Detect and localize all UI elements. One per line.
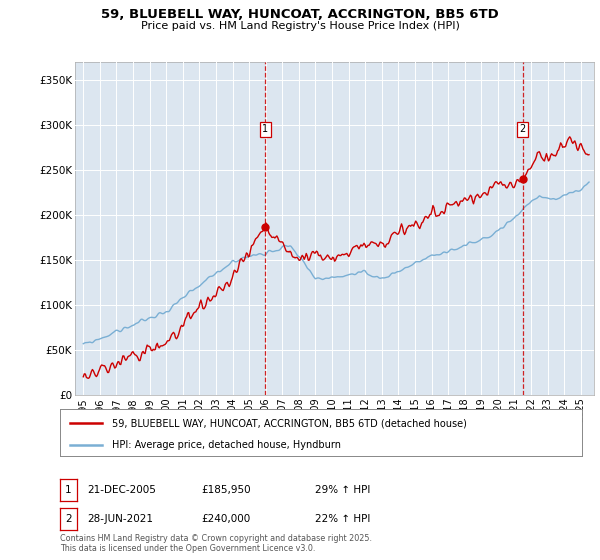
Text: 22% ↑ HPI: 22% ↑ HPI xyxy=(315,514,370,524)
Text: Contains HM Land Registry data © Crown copyright and database right 2025.
This d: Contains HM Land Registry data © Crown c… xyxy=(60,534,372,553)
Text: 2: 2 xyxy=(520,124,526,134)
Text: 1: 1 xyxy=(65,485,72,495)
Text: HPI: Average price, detached house, Hyndburn: HPI: Average price, detached house, Hynd… xyxy=(112,440,341,450)
Text: 59, BLUEBELL WAY, HUNCOAT, ACCRINGTON, BB5 6TD (detached house): 59, BLUEBELL WAY, HUNCOAT, ACCRINGTON, B… xyxy=(112,418,467,428)
Text: 21-DEC-2005: 21-DEC-2005 xyxy=(87,485,156,495)
Text: Price paid vs. HM Land Registry's House Price Index (HPI): Price paid vs. HM Land Registry's House … xyxy=(140,21,460,31)
Text: 28-JUN-2021: 28-JUN-2021 xyxy=(87,514,153,524)
Text: 29% ↑ HPI: 29% ↑ HPI xyxy=(315,485,370,495)
Text: 2: 2 xyxy=(65,514,72,524)
Text: 1: 1 xyxy=(262,124,268,134)
Text: £240,000: £240,000 xyxy=(201,514,250,524)
Text: £185,950: £185,950 xyxy=(201,485,251,495)
Text: 59, BLUEBELL WAY, HUNCOAT, ACCRINGTON, BB5 6TD: 59, BLUEBELL WAY, HUNCOAT, ACCRINGTON, B… xyxy=(101,8,499,21)
